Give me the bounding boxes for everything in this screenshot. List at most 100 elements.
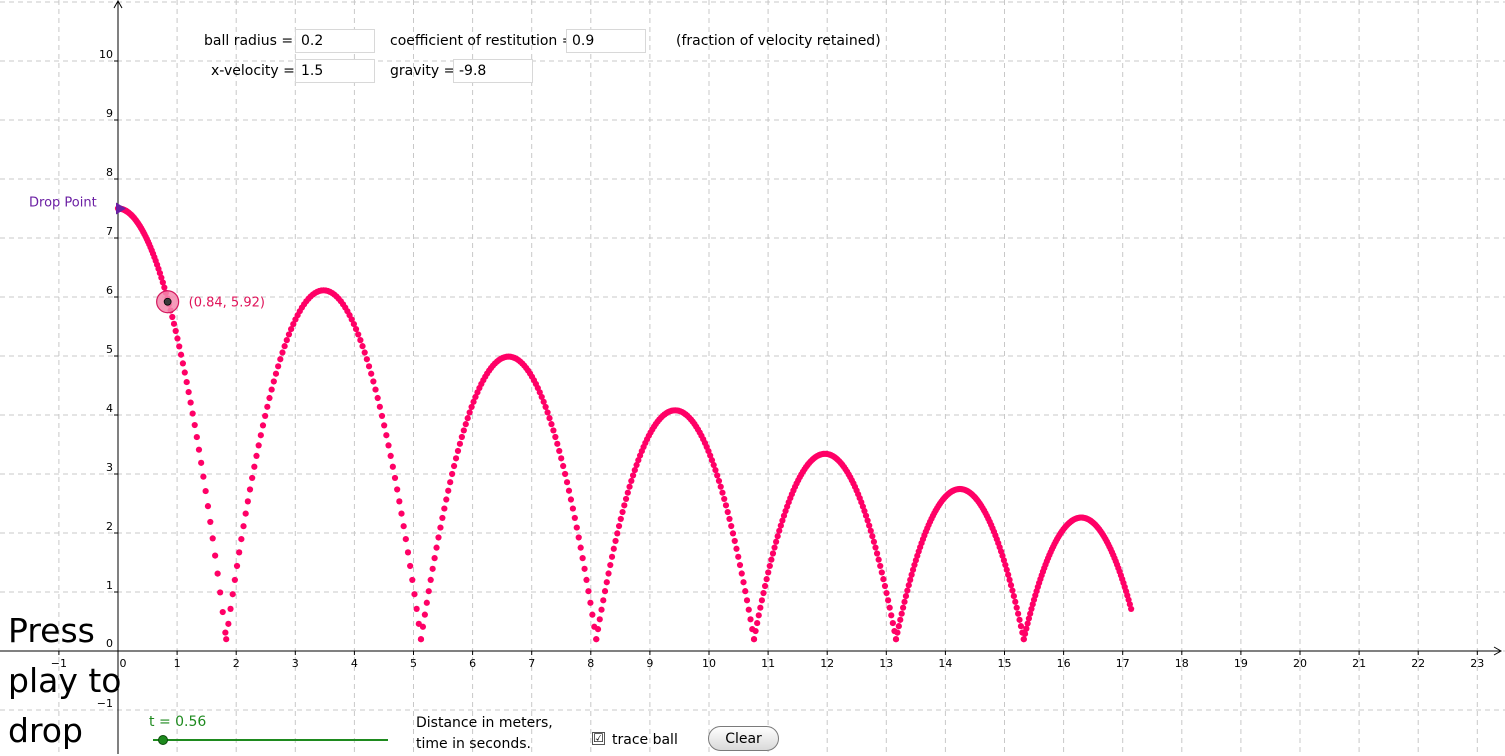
trace-point (219, 608, 226, 616)
trace-point (714, 472, 721, 479)
trace-point (593, 636, 600, 643)
time-slider-track[interactable] (153, 739, 388, 741)
trace-point (464, 415, 471, 422)
trace-point (283, 337, 290, 344)
x-tick-label: 12 (820, 657, 834, 670)
trace-point (402, 536, 409, 543)
trace-point (275, 363, 282, 370)
x-tick-label: 22 (1411, 657, 1425, 670)
trace-point (185, 388, 192, 396)
trace-point (240, 523, 247, 530)
x-velocity-input[interactable] (295, 59, 375, 83)
trace-point (212, 552, 219, 559)
trace-point (757, 604, 764, 611)
trace-point (460, 427, 467, 434)
trace-point (1002, 561, 1009, 569)
trace-point (1007, 582, 1015, 589)
trace-point (729, 530, 737, 537)
trace-point (279, 349, 286, 356)
trace-point (877, 562, 884, 570)
restitution-input[interactable] (566, 29, 646, 53)
trace-point (357, 337, 364, 344)
x-tick-label: 16 (1057, 657, 1071, 670)
trace-point (176, 343, 183, 350)
gravity-input[interactable] (453, 59, 533, 83)
trace-point (542, 403, 549, 411)
trace-point (867, 527, 874, 534)
trace-point (1017, 623, 1025, 630)
trace-point (575, 534, 582, 541)
x-tick-label: 8 (587, 657, 594, 670)
trace-point (189, 410, 196, 417)
y-tick-label: 9 (106, 107, 113, 120)
trace-point (776, 527, 783, 534)
trace-point (259, 422, 267, 429)
trace-point (466, 409, 473, 416)
trace-point (907, 576, 914, 583)
trace-point (1020, 636, 1027, 643)
units-caption-line-1: Distance in meters, (416, 715, 553, 731)
trace-point (169, 313, 176, 321)
trace-point (552, 433, 559, 441)
trace-point (897, 616, 904, 623)
trace-point (715, 477, 723, 485)
trace-point (710, 461, 717, 469)
trace-point (567, 496, 575, 503)
x-tick-label: 4 (351, 657, 358, 670)
drop-point-handle[interactable] (116, 202, 126, 215)
ball-coordinate-label: (0.84, 5.92) (189, 296, 265, 311)
trace-point (1009, 587, 1016, 594)
trace-point (1027, 610, 1034, 617)
trace-point (1000, 557, 1008, 564)
trace-point (389, 463, 396, 470)
clear-button[interactable]: Clear (708, 726, 779, 751)
trace-point (470, 398, 477, 405)
trace-point (195, 446, 203, 453)
trace-point (780, 512, 788, 519)
trace-point (560, 462, 567, 470)
trace-point (1024, 620, 1031, 627)
trace-point (883, 589, 890, 597)
trace-point (348, 316, 355, 323)
ball-center-point[interactable] (163, 297, 172, 306)
trace-point (1013, 604, 1020, 611)
x-tick-label: 0 (120, 657, 127, 670)
trace-point (409, 576, 416, 584)
ball-radius-input[interactable] (295, 29, 375, 53)
trace-point (1015, 610, 1022, 617)
trace-point (413, 605, 420, 612)
trace-point (721, 495, 728, 503)
trace-point (272, 370, 280, 377)
trace-point (612, 537, 619, 545)
trace-point (236, 549, 243, 556)
press-line-1: Press (8, 611, 95, 650)
trace-point (548, 421, 555, 428)
trace-point (1016, 616, 1023, 623)
trace-point (251, 463, 258, 470)
trace-point (376, 403, 383, 410)
trace-point (365, 363, 373, 370)
time-slider-label: t = 0.56 (149, 714, 207, 730)
trace-point (870, 538, 878, 545)
trace-point (222, 629, 229, 636)
trace-point (610, 545, 617, 552)
trace-point (191, 421, 198, 429)
x-tick-label: 1 (174, 657, 181, 670)
tick-labels: −1 0 1 2 3 4 5 6 7 8 9 10 11 12 13 14 15 16 17 18 19 20 21 22 23… (51, 48, 1485, 710)
trace-point (158, 274, 165, 281)
trace-point (159, 279, 166, 286)
trace-point (355, 331, 362, 338)
trace-point (886, 604, 893, 611)
trace-point (892, 636, 900, 643)
trace-point (571, 514, 578, 522)
trace-point (359, 343, 366, 350)
trace-point (229, 591, 236, 598)
trace-point (589, 611, 596, 618)
time-slider-handle[interactable] (158, 735, 168, 745)
trace-ball-checkbox[interactable]: ☑ (592, 731, 605, 745)
trace-point (905, 582, 912, 589)
trace-point (573, 524, 580, 531)
trace-point (372, 386, 379, 393)
trace-point (750, 636, 758, 643)
